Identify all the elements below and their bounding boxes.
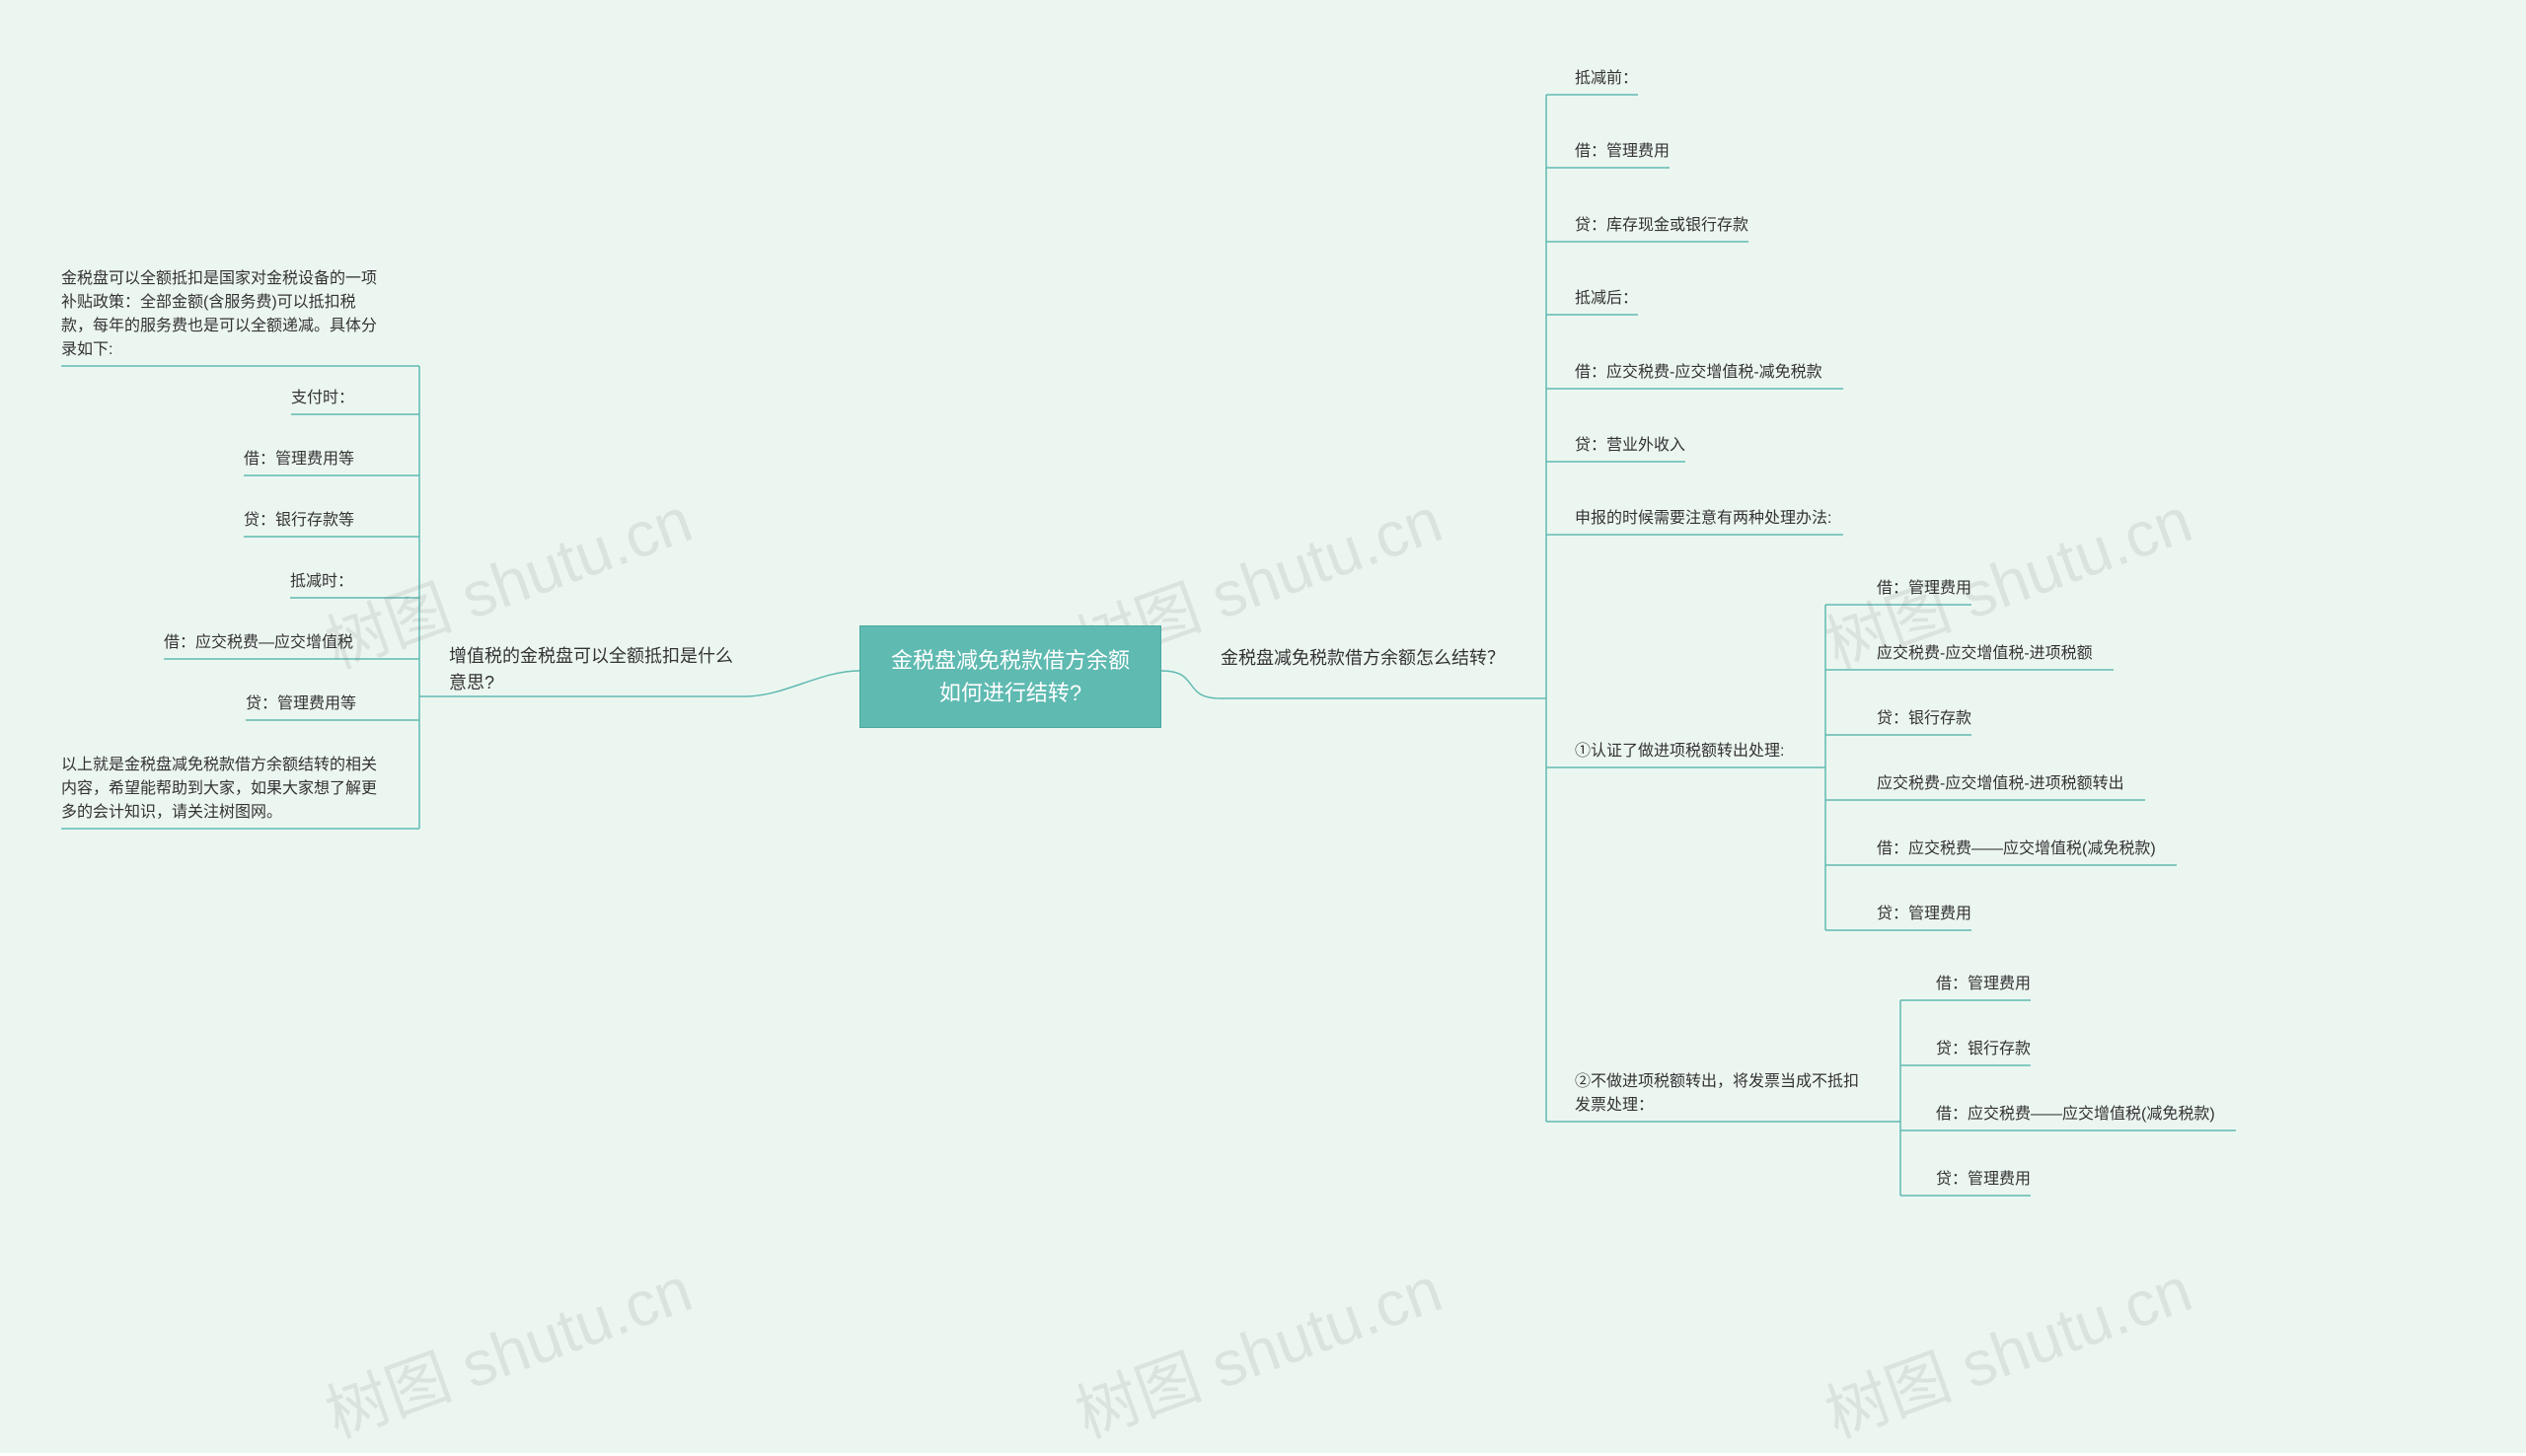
leaf-node: 抵减前： <box>1575 67 1638 91</box>
leaf-node: 抵减后： <box>1575 287 1638 311</box>
connectors-svg <box>0 0 2526 1453</box>
watermark: 树图 shutu.cn <box>1062 1239 1452 1455</box>
leaf-node: 借：管理费用等 <box>244 448 354 472</box>
leaf-node: 借：管理费用 <box>1936 973 2031 996</box>
leaf-node: 以上就是金税盘减免税款借方余额结转的相关内容，希望能帮助到大家，如果大家想了解更… <box>61 754 377 825</box>
branch-node: 增值税的金税盘可以全额抵扣是什么意思? <box>449 643 745 696</box>
leaf-node: 贷：管理费用 <box>1936 1168 2031 1192</box>
leaf-node: 借：应交税费—应交增值税 <box>164 631 353 655</box>
watermark: 树图 shutu.cn <box>1812 1239 2202 1455</box>
leaf-node: 贷：管理费用 <box>1877 903 1971 926</box>
leaf-node: 贷：银行存款等 <box>244 509 354 533</box>
leaf-node: 贷：库存现金或银行存款 <box>1575 214 1748 238</box>
leaf-node: 金税盘可以全额抵扣是国家对金税设备的一项补贴政策：全部金额(含服务费)可以抵扣税… <box>61 267 377 362</box>
leaf-node: 借：管理费用 <box>1877 577 1971 601</box>
center-node: 金税盘减免税款借方余额如何进行结转? <box>859 625 1161 728</box>
mindmap-canvas: 树图 shutu.cn树图 shutu.cn树图 shutu.cn树图 shut… <box>0 0 2526 1453</box>
leaf-node: 贷：银行存款 <box>1936 1038 2031 1061</box>
leaf-node: 借：应交税费-应交增值税-减免税款 <box>1575 361 1822 385</box>
branch-node: 金税盘减免税款借方余额怎么结转？ <box>1221 645 1517 672</box>
leaf-node: 贷：管理费用等 <box>246 692 356 716</box>
leaf-node: 贷：营业外收入 <box>1575 434 1685 458</box>
leaf-node: 抵减时： <box>290 570 353 594</box>
leaf-node: 申报的时候需要注意有两种处理办法: <box>1575 507 1831 531</box>
leaf-node: 应交税费-应交增值税-进项税额 <box>1877 642 2093 666</box>
leaf-node: 贷：银行存款 <box>1877 707 1971 731</box>
leaf-node: ①认证了做进项税额转出处理: <box>1575 740 1784 764</box>
watermark: 树图 shutu.cn <box>312 1239 703 1455</box>
leaf-node: 应交税费-应交增值税-进项税额转出 <box>1877 772 2124 796</box>
leaf-node: 借：管理费用 <box>1575 140 1670 164</box>
leaf-node: 支付时： <box>291 387 354 410</box>
leaf-node: 借：应交税费——应交增值税(减免税款) <box>1877 837 2156 861</box>
leaf-node: 借：应交税费——应交增值税(减免税款) <box>1936 1103 2215 1127</box>
leaf-node: ②不做进项税额转出，将发票当成不抵扣发票处理： <box>1575 1070 1871 1118</box>
